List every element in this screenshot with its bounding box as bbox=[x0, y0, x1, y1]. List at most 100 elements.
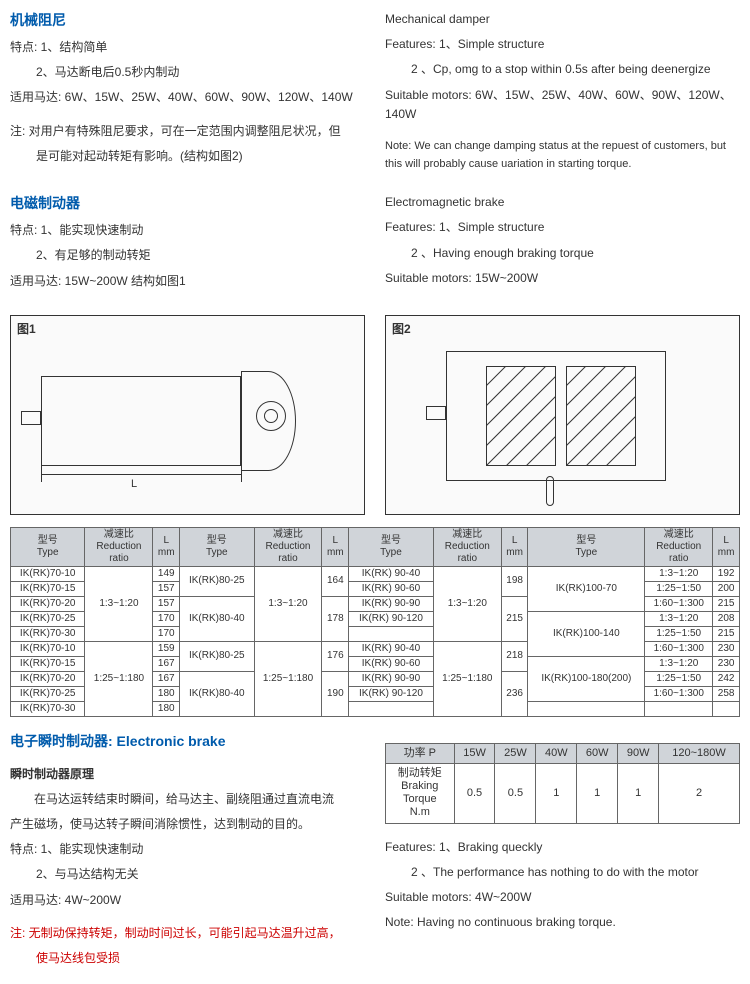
mech-note-en: Note: We can change damping status at th… bbox=[385, 138, 740, 173]
mech-title-en: Mechanical damper bbox=[385, 10, 740, 29]
td: 149 bbox=[153, 566, 180, 581]
td: 170 bbox=[153, 611, 180, 626]
td: 242 bbox=[713, 671, 740, 686]
td: IK(RK)70-15 bbox=[11, 656, 85, 671]
td: 1:60~1:300 bbox=[645, 686, 713, 701]
td: 1:3~1:20 bbox=[645, 656, 713, 671]
td: 258 bbox=[713, 686, 740, 701]
td: 167 bbox=[153, 671, 180, 686]
td: IK(RK)70-20 bbox=[11, 671, 85, 686]
td: IK(RK)100-70 bbox=[528, 566, 645, 611]
th: 型号Type bbox=[349, 527, 434, 566]
td: 1 bbox=[618, 763, 659, 823]
th: Lmm bbox=[322, 527, 349, 566]
td: IK(RK)100-180(200) bbox=[528, 656, 645, 701]
td: IK(RK) 90-90 bbox=[349, 596, 434, 611]
td: 178 bbox=[322, 596, 349, 641]
td: 1:25~1:180 bbox=[85, 641, 153, 716]
td: IK(RK)80-25 bbox=[180, 641, 254, 671]
ebrake-body-cn-1: 在马达运转结束时瞬间，给马达主、副绕阻通过直流电流 bbox=[10, 790, 365, 809]
td bbox=[349, 701, 434, 716]
td: IK(RK)70-25 bbox=[11, 611, 85, 626]
th: 型号Type bbox=[180, 527, 254, 566]
th: Lmm bbox=[501, 527, 528, 566]
td: 1:3~1:20 bbox=[645, 566, 713, 581]
emag-title-cn: 电磁制动器 bbox=[10, 193, 365, 213]
mech-feat-cn-2: 2、马达断电后0.5秒内制动 bbox=[10, 63, 365, 82]
mech-suit-cn: 适用马达: 6W、15W、25W、40W、60W、90W、120W、140W bbox=[10, 88, 365, 107]
td: IK(RK) 90-120 bbox=[349, 686, 434, 701]
td: 0.5 bbox=[454, 763, 495, 823]
td: 0.5 bbox=[495, 763, 536, 823]
td bbox=[713, 701, 740, 716]
th: 减速比Reductionratio bbox=[85, 527, 153, 566]
td: 198 bbox=[501, 566, 528, 596]
th: 15W bbox=[454, 743, 495, 763]
ebrake-note-cn-1: 注: 无制动保持转矩，制动时间过长，可能引起马达温升过高， bbox=[10, 924, 365, 943]
ebrake-col-en: 功率 P15W25W40W60W90W120~180W制动转矩BrakingTo… bbox=[385, 731, 740, 975]
figure-2: 图2 bbox=[385, 315, 740, 515]
td: IK(RK) 90-90 bbox=[349, 671, 434, 686]
emag-col-en: Electromagnetic brake Features: 1、Simple… bbox=[385, 193, 740, 297]
ebrake-feat-en-1: Features: 1、Braking queckly bbox=[385, 838, 740, 857]
td: 制动转矩BrakingTorqueN.m bbox=[386, 763, 455, 823]
td bbox=[349, 626, 434, 641]
ebrake-feat-cn-1: 特点: 1、能实现快速制动 bbox=[10, 840, 365, 859]
emag-feat-cn-2: 2、有足够的制动转矩 bbox=[10, 246, 365, 265]
mech-suit-en: Suitable motors: 6W、15W、25W、40W、60W、90W、… bbox=[385, 86, 740, 124]
section-electromagnetic-brake: 电磁制动器 特点: 1、能实现快速制动 2、有足够的制动转矩 适用马达: 15W… bbox=[10, 193, 740, 297]
th: Lmm bbox=[153, 527, 180, 566]
td: IK(RK)70-10 bbox=[11, 566, 85, 581]
emag-feat-cn-1: 特点: 1、能实现快速制动 bbox=[10, 221, 365, 240]
ebrake-feat-cn-2: 2、与马达结构无关 bbox=[10, 865, 365, 884]
td: IK(RK) 90-40 bbox=[349, 566, 434, 581]
diagrams-row: 图1 L 图2 bbox=[10, 311, 740, 515]
ebrake-note-en: Note: Having no continuous braking torqu… bbox=[385, 913, 740, 932]
td: 215 bbox=[713, 626, 740, 641]
mech-title-cn: 机械阻尼 bbox=[10, 10, 365, 30]
mech-feat-cn-1: 特点: 1、结构简单 bbox=[10, 38, 365, 57]
td: 1:3~1:20 bbox=[645, 611, 713, 626]
section-mechanical-damper: 机械阻尼 特点: 1、结构简单 2、马达断电后0.5秒内制动 适用马达: 6W、… bbox=[10, 10, 740, 179]
td: 180 bbox=[153, 686, 180, 701]
hatch-icon bbox=[566, 366, 636, 466]
th: Lmm bbox=[713, 527, 740, 566]
td: IK(RK)80-40 bbox=[180, 671, 254, 716]
td: IK(RK) 90-40 bbox=[349, 641, 434, 656]
td: IK(RK)70-30 bbox=[11, 701, 85, 716]
ebrake-title: 电子瞬时制动器: Electronic brake bbox=[10, 731, 365, 751]
ebrake-sub-cn: 瞬时制动器原理 bbox=[10, 765, 365, 784]
td: 1:60~1:300 bbox=[645, 596, 713, 611]
th: 减速比Reductionratio bbox=[645, 527, 713, 566]
td: 1:25~1:180 bbox=[254, 641, 322, 716]
mech-feat-en-1: Features: 1、Simple structure bbox=[385, 35, 740, 54]
th: 减速比Reductionratio bbox=[254, 527, 322, 566]
hatch-icon bbox=[486, 366, 556, 466]
figure-1: 图1 L bbox=[10, 315, 365, 515]
td: 180 bbox=[153, 701, 180, 716]
td: IK(RK)80-25 bbox=[180, 566, 254, 596]
ebrake-suit-en: Suitable motors: 4W~200W bbox=[385, 888, 740, 907]
torque-table: 功率 P15W25W40W60W90W120~180W制动转矩BrakingTo… bbox=[385, 743, 740, 824]
td: 208 bbox=[713, 611, 740, 626]
td: 1:25~1:50 bbox=[645, 626, 713, 641]
td: IK(RK) 90-120 bbox=[349, 611, 434, 626]
ebrake-note-cn-2: 使马达线包受损 bbox=[10, 949, 365, 968]
td: IK(RK)70-30 bbox=[11, 626, 85, 641]
td: IK(RK) 90-60 bbox=[349, 581, 434, 596]
th: 减速比Reductionratio bbox=[433, 527, 501, 566]
td: 200 bbox=[713, 581, 740, 596]
td: 215 bbox=[713, 596, 740, 611]
td: IK(RK) 90-60 bbox=[349, 656, 434, 671]
figure-1-container: 图1 L bbox=[10, 311, 365, 515]
ebrake-body-cn-2: 产生磁场，使马达转子瞬间消除惯性，达到制动的目的。 bbox=[10, 815, 365, 834]
td bbox=[528, 701, 645, 716]
td: 170 bbox=[153, 626, 180, 641]
td: 1:25~1:50 bbox=[645, 581, 713, 596]
th: 功率 P bbox=[386, 743, 455, 763]
td: 1:25~1:180 bbox=[433, 641, 501, 716]
emag-feat-en-2: 2 、Having enough braking torque bbox=[385, 244, 740, 263]
ebrake-col-cn: 电子瞬时制动器: Electronic brake 瞬时制动器原理 在马达运转结… bbox=[10, 731, 365, 975]
td: 157 bbox=[153, 596, 180, 611]
td: 1 bbox=[577, 763, 618, 823]
